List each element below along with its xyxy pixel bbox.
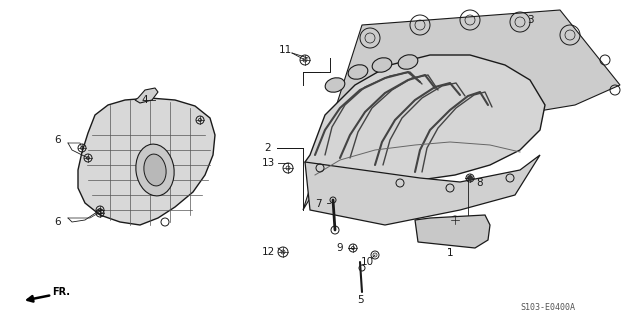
Ellipse shape [136, 144, 174, 196]
Text: 12: 12 [261, 247, 275, 257]
Text: 8: 8 [477, 178, 483, 188]
Circle shape [467, 175, 473, 181]
Ellipse shape [372, 58, 392, 72]
Text: 4: 4 [141, 95, 148, 105]
Text: FR.: FR. [52, 287, 70, 297]
Ellipse shape [144, 154, 166, 186]
Text: 3: 3 [527, 15, 533, 25]
Polygon shape [135, 88, 158, 103]
Polygon shape [303, 10, 620, 210]
Ellipse shape [325, 78, 345, 92]
Text: 5: 5 [356, 295, 364, 305]
Ellipse shape [398, 55, 418, 69]
Text: 1: 1 [447, 248, 453, 258]
Polygon shape [78, 98, 215, 225]
Text: 13: 13 [261, 158, 275, 168]
Ellipse shape [348, 65, 368, 79]
Text: 11: 11 [278, 45, 292, 55]
Polygon shape [415, 215, 490, 248]
Text: 6: 6 [54, 135, 61, 145]
Text: 7: 7 [315, 199, 321, 209]
Text: 6: 6 [54, 217, 61, 227]
Text: S103-E0400A: S103-E0400A [520, 302, 575, 311]
Text: 2: 2 [265, 143, 271, 153]
Polygon shape [305, 155, 540, 225]
Text: 10: 10 [360, 257, 374, 267]
Text: 9: 9 [337, 243, 343, 253]
Polygon shape [305, 55, 545, 182]
